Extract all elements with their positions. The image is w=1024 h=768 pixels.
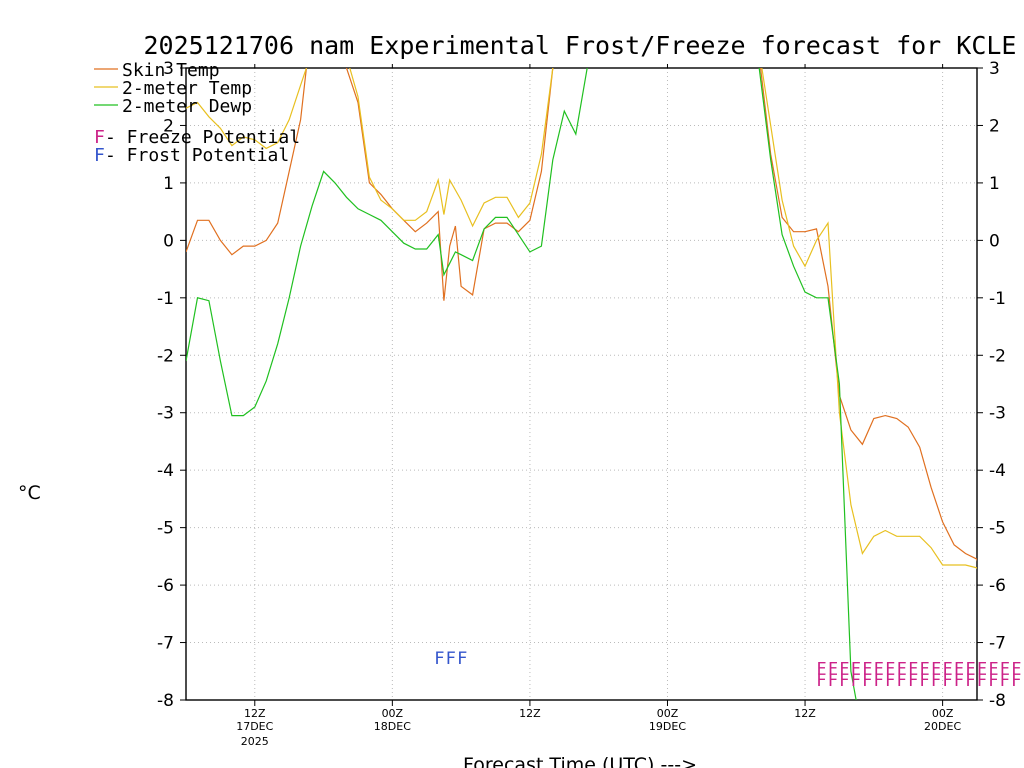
y-tick-label-left: -8 (157, 691, 174, 711)
x-tick-date: 17DEC (236, 720, 273, 733)
freeze-mark: F (908, 659, 918, 679)
y-tick-label-left: 3 (163, 59, 174, 79)
plot-frame (185, 67, 978, 701)
y-tick-label-left: -6 (157, 576, 174, 596)
freeze-mark: F (828, 659, 838, 679)
x-tick-date: 18DEC (374, 720, 411, 733)
y-tick-label-right: -2 (989, 346, 1006, 366)
freeze-mark: F (839, 671, 849, 691)
chart-title: 2025121706 nam Experimental Frost/Freeze… (144, 31, 1017, 60)
freeze-mark: F (1011, 671, 1021, 691)
x-tick-year: 2025 (241, 735, 269, 748)
frost-mark: F (446, 649, 456, 669)
freeze-mark: F (1023, 659, 1024, 679)
x-tick-label: 12Z (794, 707, 816, 720)
freeze-mark: F (977, 671, 987, 691)
freeze-mark: F (816, 671, 826, 691)
y-tick-label-right: -4 (989, 461, 1006, 481)
x-tick-label: 12Z (519, 707, 541, 720)
freeze-mark: F (954, 659, 964, 679)
frost-mark: F (457, 649, 467, 669)
y-tick-label-right: 3 (989, 59, 1000, 79)
freeze-mark: F (851, 659, 861, 679)
freeze-mark: F (988, 671, 998, 691)
freeze-mark: F (896, 671, 906, 691)
legend-label: 2-meter Dewp (122, 96, 252, 117)
x-tick-date: 19DEC (649, 720, 686, 733)
freeze-mark: F (988, 659, 998, 679)
legend-potential-label: - Frost Potential (105, 145, 289, 166)
series-line-2-meter-dewp (186, 68, 857, 700)
series-line-2-meter-temp (186, 68, 977, 570)
freeze-mark: F (954, 671, 964, 691)
y-tick-label-right: -7 (989, 634, 1006, 654)
axes: 3 3 2 2 1 1 0 0 -1 -1 -2 -2 -3 -3 -4 -4 -5 -5 -6 -6 -7 -7 -8 -8… (157, 59, 1006, 748)
freeze-mark: F (885, 671, 895, 691)
freeze-mark: F (885, 659, 895, 679)
y-tick-label-left: -1 (157, 289, 174, 309)
y-tick-label-right: -6 (989, 576, 1006, 596)
freeze-mark: F (908, 671, 918, 691)
series-lines (186, 68, 977, 700)
y-tick-label-left: 0 (163, 231, 174, 251)
freeze-mark: F (931, 659, 941, 679)
y-tick-label-right: -5 (989, 519, 1006, 539)
freeze-mark: F (965, 659, 975, 679)
freeze-mark: F (862, 671, 872, 691)
frost-freeze-marks: FFFFFFFFFFFFFFFFFFFFFFFFFFFFFFFFFFFFFFFF… (434, 649, 1024, 691)
y-tick-label-left: -3 (157, 404, 174, 424)
y-tick-label-left: -2 (157, 346, 174, 366)
freeze-mark: F (1000, 659, 1010, 679)
freeze-mark: F (965, 671, 975, 691)
freeze-mark: F (1023, 671, 1024, 691)
freeze-mark: F (816, 659, 826, 679)
y-tick-label-left: 2 (163, 116, 174, 136)
freeze-mark: F (1011, 659, 1021, 679)
freeze-mark: F (828, 671, 838, 691)
y-tick-label-right: -8 (989, 691, 1006, 711)
y-tick-label-right: -1 (989, 289, 1006, 309)
y-tick-label-right: 2 (989, 116, 1000, 136)
freeze-mark: F (919, 671, 929, 691)
legend-potential: F (94, 127, 105, 148)
legend-label: Skin Temp (122, 60, 220, 81)
x-tick-label: 12Z (244, 707, 266, 720)
freeze-mark: F (839, 659, 849, 679)
freeze-mark: F (942, 671, 952, 691)
series-line-skin-temp (186, 68, 977, 562)
legend-label: 2-meter Temp (122, 78, 252, 99)
freeze-mark: F (874, 671, 884, 691)
legend-potential: F (94, 145, 105, 166)
y-tick-label-left: -7 (157, 634, 174, 654)
freeze-mark: F (862, 659, 872, 679)
freeze-mark: F (896, 659, 906, 679)
y-tick-label-right: 1 (989, 174, 1000, 194)
legend-potential-label: - Freeze Potential (105, 127, 300, 148)
freeze-mark: F (874, 659, 884, 679)
y-tick-label-right: -3 (989, 404, 1006, 424)
x-tick-label: 00Z (657, 707, 679, 720)
y-tick-label-left: 1 (163, 174, 174, 194)
x-axis-label: Forecast Time (UTC) ---> (463, 754, 697, 768)
freeze-mark: F (851, 671, 861, 691)
freeze-mark: F (1000, 671, 1010, 691)
freeze-mark: F (942, 659, 952, 679)
y-tick-label-right: 0 (989, 231, 1000, 251)
x-tick-date: 20DEC (924, 720, 961, 733)
y-axis-label: °C (18, 482, 41, 504)
x-tick-label: 00Z (932, 707, 954, 720)
y-tick-label-left: -4 (157, 461, 174, 481)
frost-mark: F (434, 649, 444, 669)
y-tick-label-left: -5 (157, 519, 174, 539)
freeze-mark: F (977, 659, 987, 679)
x-tick-label: 00Z (382, 707, 404, 720)
grid-lines (186, 68, 977, 700)
freeze-mark: F (931, 671, 941, 691)
freeze-mark: F (919, 659, 929, 679)
